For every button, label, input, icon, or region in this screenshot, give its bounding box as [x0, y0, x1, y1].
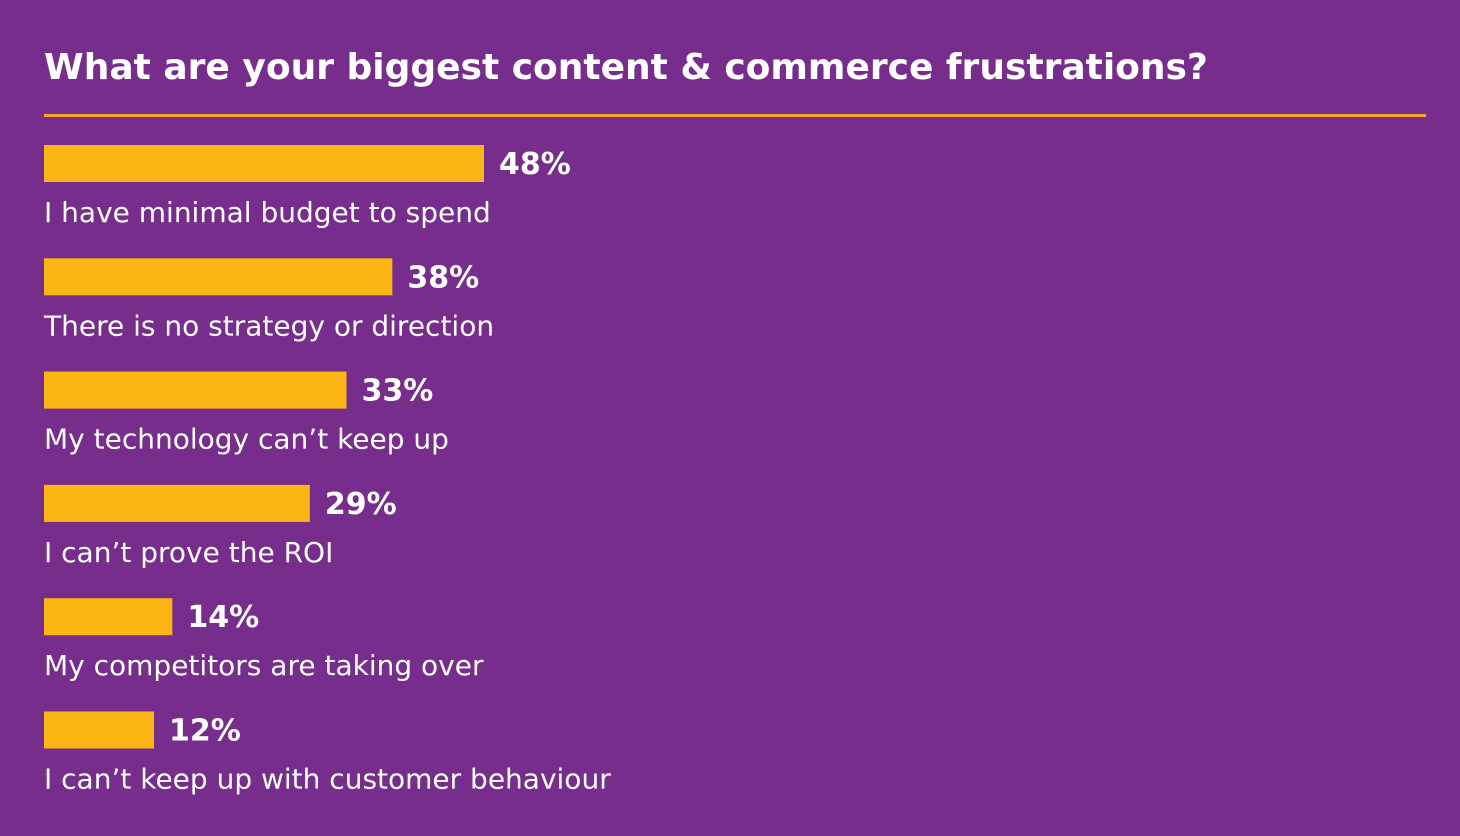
category-label: I have minimal budget to spend: [44, 196, 491, 229]
category-label: There is no strategy or direction: [43, 309, 494, 342]
value-label: 33%: [362, 374, 434, 409]
chart-title: What are your biggest content & commerce…: [44, 47, 1208, 88]
value-label: 48%: [499, 147, 571, 182]
bar: [44, 711, 154, 749]
category-label: I can’t keep up with customer behaviour: [44, 763, 611, 796]
value-label: 12%: [169, 714, 241, 749]
bar: [44, 484, 310, 522]
category-label: My competitors are taking over: [44, 649, 484, 682]
category-label: I can’t prove the ROI: [44, 536, 333, 569]
bar: [44, 371, 347, 409]
bar: [44, 598, 173, 636]
category-label: My technology can’t keep up: [44, 423, 449, 456]
value-label: 29%: [325, 487, 397, 522]
bar: [44, 145, 484, 182]
value-label: 38%: [407, 260, 479, 295]
bar: [44, 258, 393, 296]
value-label: 14%: [187, 600, 259, 635]
